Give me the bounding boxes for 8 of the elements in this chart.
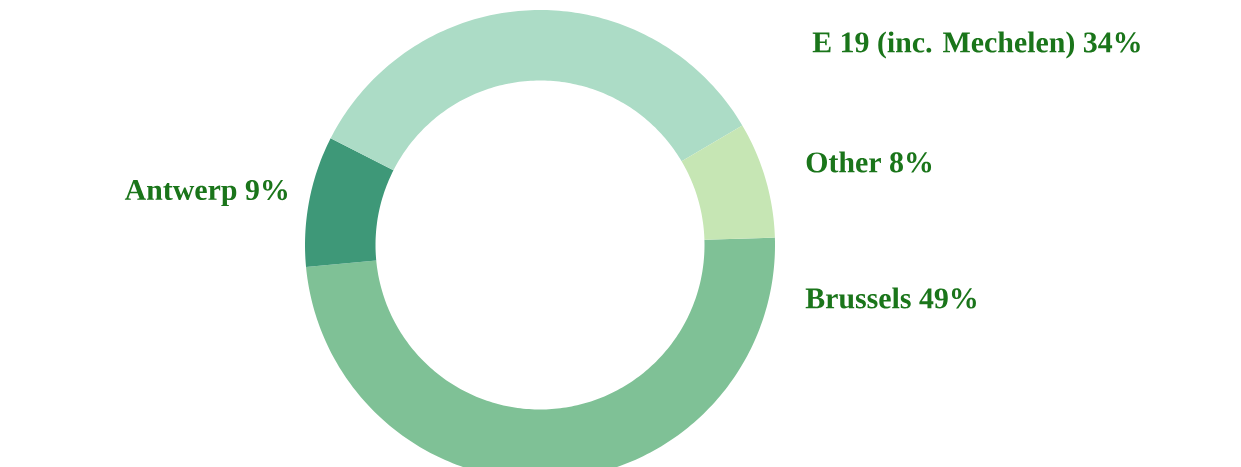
data-label: 49% [919, 288, 976, 309]
slice-label: Brussels [805, 287, 911, 309]
data-label: 34% [1083, 32, 1140, 53]
slice-label: Other [806, 151, 881, 173]
slice-label: Antwerp [124, 180, 237, 207]
slice-label: E 19 (inc. Mechelen) [812, 31, 1075, 59]
data-label: 9% [245, 179, 288, 201]
data-label: 8% [890, 152, 932, 173]
